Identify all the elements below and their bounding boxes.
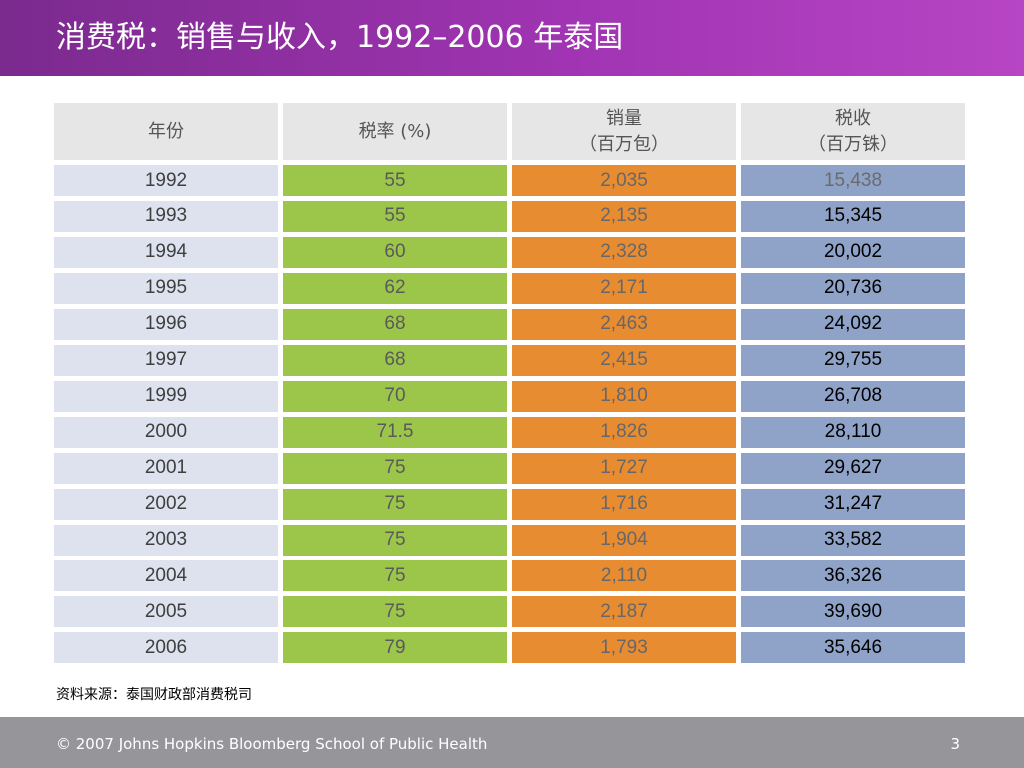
cell-sales: 2,328 <box>512 236 736 268</box>
cell-sales: 1,793 <box>512 632 736 664</box>
cell-year: 1997 <box>54 344 278 376</box>
cell-sales: 1,810 <box>512 380 736 412</box>
cell-year: 1993 <box>54 200 278 232</box>
slide-title: 消费税：销售与收入，1992–2006 年泰国 <box>56 20 624 55</box>
cell-sales: 2,171 <box>512 272 736 304</box>
cell-tax-rate: 75 <box>283 560 507 592</box>
cell-year: 1996 <box>54 308 278 340</box>
cell-year: 1992 <box>54 165 278 196</box>
cell-year: 2005 <box>54 596 278 628</box>
cell-tax-rate: 75 <box>283 596 507 628</box>
cell-tax-rate: 75 <box>283 488 507 520</box>
page-number: 3 <box>950 735 960 753</box>
header-revenue: 税收 （百万铢） <box>741 103 965 160</box>
header-tax-rate: 税率 (%) <box>283 103 507 160</box>
header-sales: 销量 （百万包） <box>512 103 736 160</box>
cell-sales: 2,035 <box>512 165 736 196</box>
cell-revenue: 20,002 <box>741 236 965 268</box>
cell-year: 2003 <box>54 524 278 556</box>
cell-sales: 2,415 <box>512 344 736 376</box>
cell-revenue: 29,627 <box>741 452 965 484</box>
cell-revenue: 26,708 <box>741 380 965 412</box>
cell-revenue: 15,345 <box>741 200 965 232</box>
cell-revenue: 36,326 <box>741 560 965 592</box>
cell-sales: 1,727 <box>512 452 736 484</box>
cell-year: 1994 <box>54 236 278 268</box>
cell-tax-rate: 75 <box>283 524 507 556</box>
cell-tax-rate: 68 <box>283 308 507 340</box>
header-line: 税率 (%) <box>358 120 432 142</box>
cell-year: 1999 <box>54 380 278 412</box>
header-line: 税收 <box>835 107 871 129</box>
cell-tax-rate: 71.5 <box>283 416 507 448</box>
cell-tax-rate: 60 <box>283 236 507 268</box>
cell-year: 2006 <box>54 632 278 664</box>
cell-revenue: 33,582 <box>741 524 965 556</box>
source-note: 资料来源：泰国财政部消费税司 <box>56 687 252 703</box>
cell-year: 2002 <box>54 488 278 520</box>
cell-revenue: 29,755 <box>741 344 965 376</box>
cell-revenue: 20,736 <box>741 272 965 304</box>
title-bar <box>0 0 1024 76</box>
cell-tax-rate: 55 <box>283 165 507 196</box>
cell-revenue: 35,646 <box>741 632 965 664</box>
cell-year: 1995 <box>54 272 278 304</box>
cell-sales: 1,716 <box>512 488 736 520</box>
footer-copyright: © 2007 Johns Hopkins Bloomberg School of… <box>56 735 488 753</box>
cell-year: 2000 <box>54 416 278 448</box>
header-line: 销量 <box>606 107 642 129</box>
cell-tax-rate: 55 <box>283 200 507 232</box>
cell-tax-rate: 75 <box>283 452 507 484</box>
cell-revenue: 28,110 <box>741 416 965 448</box>
cell-revenue: 15,438 <box>741 165 965 196</box>
cell-sales: 1,826 <box>512 416 736 448</box>
cell-revenue: 39,690 <box>741 596 965 628</box>
header-year: 年份 <box>54 103 278 160</box>
cell-sales: 1,904 <box>512 524 736 556</box>
header-line: （百万铢） <box>808 133 898 155</box>
cell-year: 2004 <box>54 560 278 592</box>
cell-revenue: 24,092 <box>741 308 965 340</box>
cell-tax-rate: 62 <box>283 272 507 304</box>
cell-sales: 2,110 <box>512 560 736 592</box>
cell-tax-rate: 70 <box>283 380 507 412</box>
header-line: （百万包） <box>579 133 669 155</box>
cell-year: 2001 <box>54 452 278 484</box>
footer-bar <box>0 717 1024 768</box>
header-line: 年份 <box>148 120 184 142</box>
cell-tax-rate: 79 <box>283 632 507 664</box>
cell-sales: 2,135 <box>512 200 736 232</box>
cell-sales: 2,187 <box>512 596 736 628</box>
cell-tax-rate: 68 <box>283 344 507 376</box>
cell-sales: 2,463 <box>512 308 736 340</box>
cell-revenue: 31,247 <box>741 488 965 520</box>
